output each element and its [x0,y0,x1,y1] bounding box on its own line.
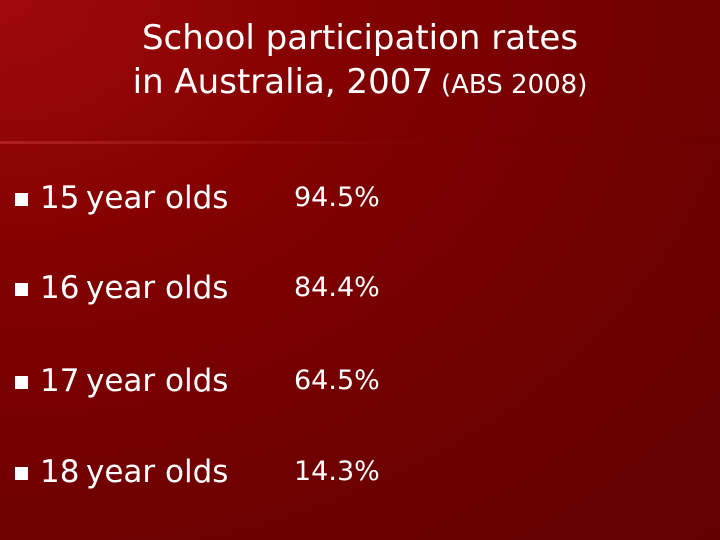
title-line-1: School participation rates [141,18,579,58]
title-divider [0,141,720,144]
square-bullet-icon [15,283,28,296]
age: 17 [40,363,80,399]
age-label: year olds [86,270,229,306]
list-item-15: 15 year olds 94.5% [0,178,720,222]
age: 15 [40,180,80,216]
age: 18 [40,454,80,490]
list-item-16: 16 year olds 84.4% [0,268,720,312]
title-source: (ABS 2008) [440,70,588,100]
square-bullet-icon [15,467,28,480]
age-label: year olds [86,363,229,399]
participation-rate: 84.4% [294,272,380,303]
list-item-18: 18 year olds 14.3% [0,452,720,496]
square-bullet-icon [15,376,28,389]
list-item-17: 17 year olds 64.5% [0,361,720,405]
slide-title: School participation rates in Australia,… [0,16,720,107]
age-label: year olds [86,454,229,490]
title-line-2: in Australia, 2007 (ABS 2008) [0,60,720,107]
title-main: in Australia, 2007 [132,62,433,102]
participation-rate: 14.3% [294,456,380,487]
age: 16 [40,270,80,306]
participation-rate: 64.5% [294,365,380,396]
participation-rate: 94.5% [294,182,380,213]
age-label: year olds [86,180,229,216]
square-bullet-icon [15,193,28,206]
